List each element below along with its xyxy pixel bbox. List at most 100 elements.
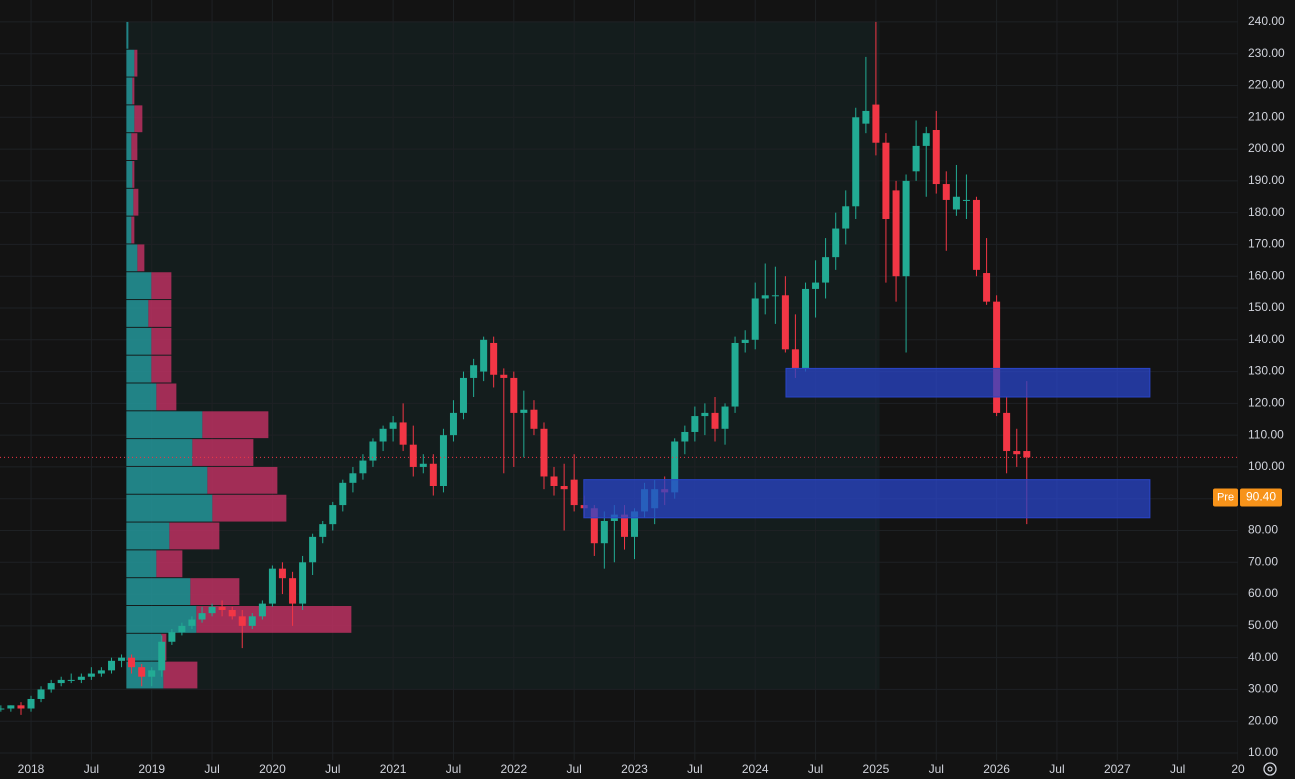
profile-down (131, 133, 138, 160)
candle-body (439, 435, 447, 487)
profile-down (132, 77, 135, 105)
profile-down (131, 216, 135, 244)
candle-body (500, 374, 508, 378)
x-tick-label: Jul (84, 762, 99, 776)
candle-body (309, 536, 317, 563)
x-tick-label: 20 (1231, 762, 1245, 776)
candle-body (7, 705, 15, 709)
x-tick-label: Jul (687, 762, 702, 776)
candle-body (299, 562, 307, 604)
y-tick-label: 200.00 (1248, 141, 1285, 155)
x-tick-label: 2026 (983, 762, 1010, 776)
y-tick-label: 40.00 (1248, 650, 1278, 664)
candle-body (1013, 451, 1021, 455)
candle-body (37, 689, 45, 699)
profile-down (156, 550, 183, 578)
profile-down (134, 105, 143, 133)
y-tick-label: 170.00 (1248, 237, 1285, 251)
candle-body (188, 619, 196, 626)
profile-down (190, 578, 240, 605)
candle-body (620, 514, 628, 537)
profile-down (163, 661, 198, 689)
candle-body (872, 104, 880, 143)
x-axis-panel (0, 760, 1238, 779)
y-tick-label: 160.00 (1248, 268, 1285, 282)
candle-body (741, 339, 749, 343)
profile-down (151, 327, 172, 355)
candle-body (57, 679, 65, 684)
candle-body (550, 476, 558, 487)
price-tag-box (1213, 488, 1238, 507)
candle-body (952, 196, 960, 210)
candle-body (600, 520, 608, 544)
settings-icon[interactable] (1263, 762, 1277, 776)
candle-body (711, 412, 719, 429)
y-tick-label: 130.00 (1248, 364, 1285, 378)
profile-up (126, 244, 138, 272)
x-tick-label: Jul (325, 762, 340, 776)
x-tick-label: Jul (1170, 762, 1185, 776)
candle-body (329, 505, 337, 525)
y-tick-label: 30.00 (1248, 682, 1278, 696)
candle-body (27, 698, 35, 709)
candle-body (369, 441, 377, 461)
candle-body (289, 578, 297, 604)
profile-down (196, 605, 352, 633)
candle-body (87, 673, 95, 677)
x-tick-label: 2023 (621, 762, 648, 776)
profile-down (212, 494, 287, 522)
candle-body (691, 416, 699, 432)
candle-body (178, 625, 186, 633)
candle-body (470, 365, 478, 378)
candle-body (922, 133, 930, 146)
x-tick-label: 2018 (18, 762, 45, 776)
candle-body (842, 206, 850, 229)
profile-up (126, 578, 191, 605)
candle-body (731, 342, 739, 407)
candle-body (278, 568, 286, 579)
candle-body (671, 441, 679, 493)
candle-body (77, 676, 85, 680)
y-tick-label: 120.00 (1248, 396, 1285, 410)
candle-body (0, 708, 5, 710)
candle-body (409, 444, 417, 467)
gear-hub[interactable] (1267, 766, 1273, 772)
candle-body (530, 409, 538, 429)
candle-body (751, 298, 759, 340)
x-tick-label: 2020 (259, 762, 286, 776)
x-tick-label: Jul (808, 762, 823, 776)
candle-body (882, 142, 890, 220)
y-tick-label: 60.00 (1248, 586, 1278, 600)
x-tick-label: 2025 (863, 762, 890, 776)
candle-body (198, 613, 206, 620)
candle-body (993, 301, 1001, 413)
profile-up (126, 272, 152, 300)
x-tick-label: 2024 (742, 762, 769, 776)
profile-down (148, 300, 172, 327)
candle-body (570, 479, 578, 506)
profile-up (126, 411, 203, 439)
gear[interactable] (1263, 762, 1277, 776)
profile-up (126, 466, 208, 494)
candle-body (248, 616, 256, 626)
candle-body (238, 616, 246, 626)
candle-body (822, 257, 830, 283)
price-tag: Pre (1217, 491, 1234, 503)
candle-body (892, 190, 900, 277)
candle-body (97, 670, 105, 674)
candle-body (17, 705, 25, 709)
candle-body (359, 460, 367, 474)
profile-up (126, 605, 197, 633)
profile-up (126, 383, 157, 411)
profile-down (132, 160, 135, 188)
candle-body (932, 130, 940, 185)
profile-up (126, 522, 170, 550)
candle-body (510, 377, 518, 413)
y-tick-label: 180.00 (1248, 205, 1285, 219)
x-tick-label: 2022 (500, 762, 527, 776)
profile-up (126, 300, 149, 327)
profile-up (126, 133, 132, 160)
candle-body (972, 199, 980, 270)
candle-body (983, 273, 991, 302)
